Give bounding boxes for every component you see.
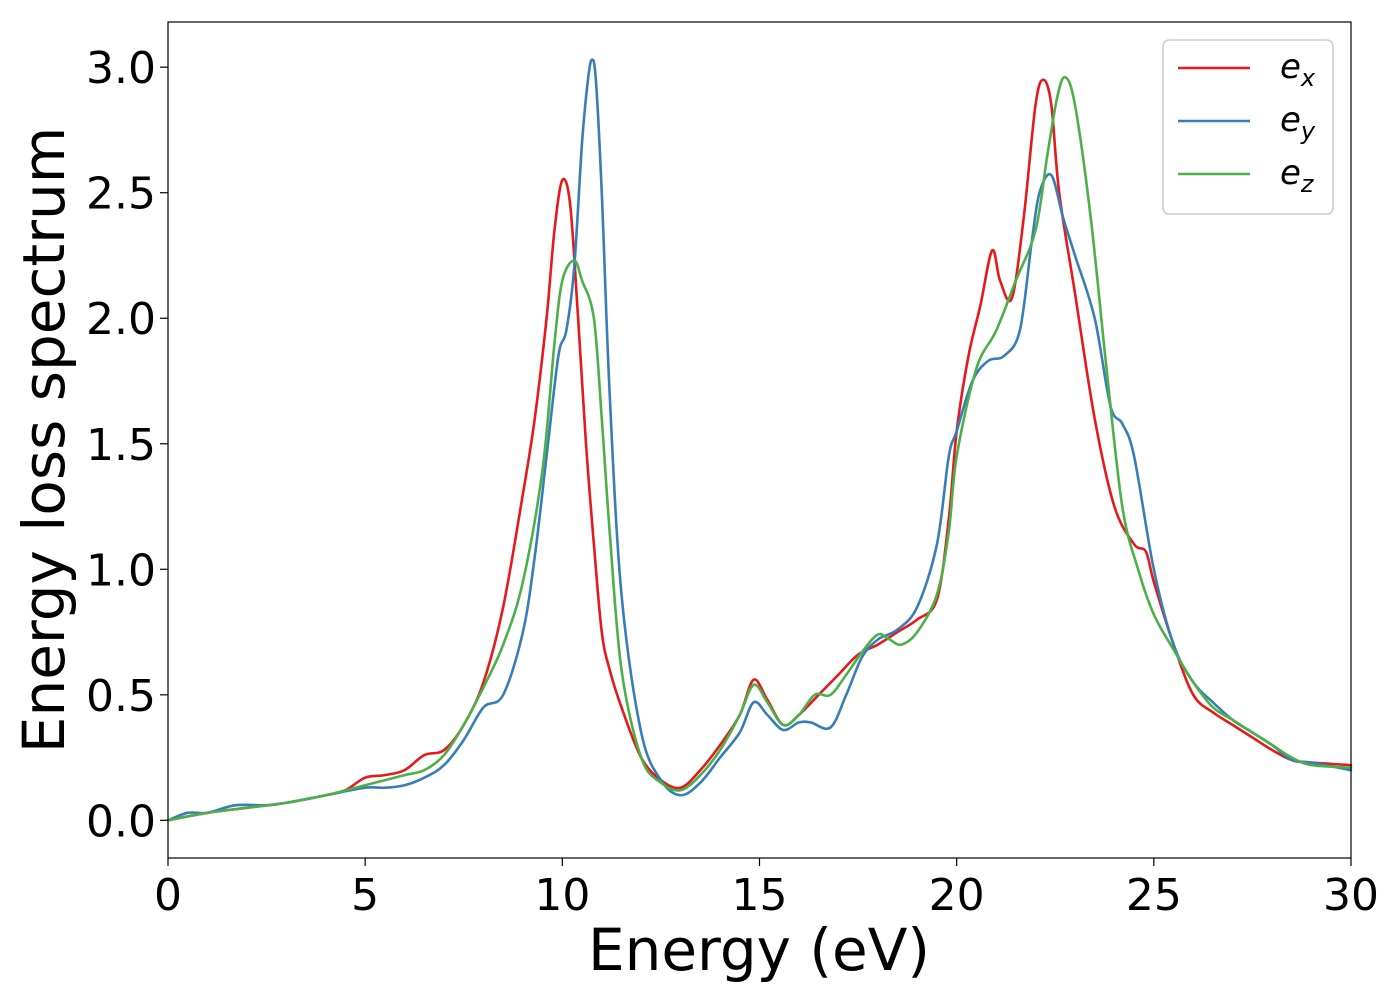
series-line-ez <box>166 75 1353 822</box>
x-axis: 0 5 10 15 20 25 30 <box>154 858 1379 921</box>
y-tick-label: 0.0 <box>86 796 156 847</box>
legend: ex ey ez <box>1162 39 1334 215</box>
x-tick-label: 15 <box>732 870 788 921</box>
x-tick-label: 20 <box>929 870 985 921</box>
y-tick-label: 2.0 <box>86 294 156 345</box>
y-tick-label: 3.0 <box>86 43 156 94</box>
y-axis: 0.0 0.5 1.0 1.5 2.0 2.5 3.0 <box>86 43 168 847</box>
y-tick-label: 1.0 <box>86 545 156 596</box>
y-tick-label: 1.5 <box>86 420 156 471</box>
y-tick-label: 0.5 <box>86 671 156 722</box>
legend-label-ez: ez <box>1280 153 1315 198</box>
legend-box <box>1162 39 1334 215</box>
x-tick-label: 5 <box>351 870 379 921</box>
x-tick-label: 0 <box>154 870 182 921</box>
x-tick-label: 25 <box>1126 870 1182 921</box>
y-axis-label: Energy loss spectrum <box>10 127 78 753</box>
y-tick-label: 2.5 <box>86 169 156 220</box>
series-layer <box>166 58 1353 822</box>
legend-entries: ex ey ez <box>1178 47 1316 198</box>
legend-label-ex: ex <box>1280 47 1316 92</box>
x-tick-label: 10 <box>534 870 590 921</box>
x-axis-label: Energy (eV) <box>588 916 930 984</box>
legend-label-ey: ey <box>1280 100 1316 145</box>
x-tick-label: 30 <box>1323 870 1379 921</box>
